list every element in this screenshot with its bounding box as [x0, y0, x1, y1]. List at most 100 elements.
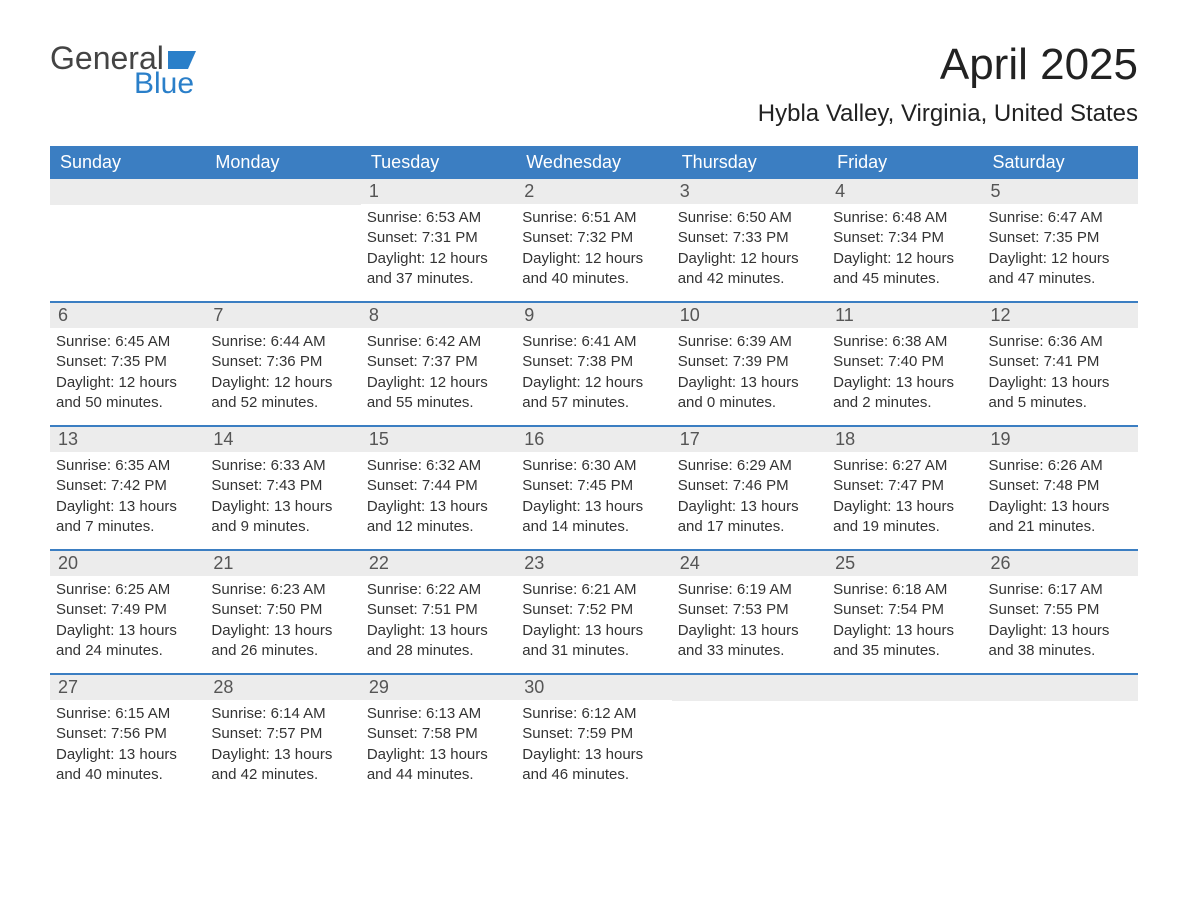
- day-details: Sunrise: 6:53 AMSunset: 7:31 PMDaylight:…: [361, 204, 516, 299]
- header: General Blue April 2025 Hybla Valley, Vi…: [50, 40, 1138, 128]
- day-details: Sunrise: 6:21 AMSunset: 7:52 PMDaylight:…: [516, 576, 671, 671]
- day-details: Sunrise: 6:25 AMSunset: 7:49 PMDaylight:…: [50, 576, 205, 671]
- sunset-line: Sunset: 7:41 PM: [989, 352, 1132, 372]
- day-9: 9Sunrise: 6:41 AMSunset: 7:38 PMDaylight…: [516, 303, 671, 425]
- day-number: 5: [983, 179, 1138, 204]
- sunset-line: Sunset: 7:34 PM: [833, 228, 976, 248]
- day-6: 6Sunrise: 6:45 AMSunset: 7:35 PMDaylight…: [50, 303, 205, 425]
- daylight-line: Daylight: 12 hours and 55 minutes.: [367, 373, 510, 414]
- empty-day: [983, 675, 1138, 797]
- day-number: [983, 675, 1138, 701]
- calendar: SundayMondayTuesdayWednesdayThursdayFrid…: [50, 146, 1138, 797]
- day-8: 8Sunrise: 6:42 AMSunset: 7:37 PMDaylight…: [361, 303, 516, 425]
- sunset-line: Sunset: 7:55 PM: [989, 600, 1132, 620]
- day-22: 22Sunrise: 6:22 AMSunset: 7:51 PMDayligh…: [361, 551, 516, 673]
- daylight-line: Daylight: 13 hours and 42 minutes.: [211, 745, 354, 786]
- month-title: April 2025: [758, 40, 1138, 90]
- daylight-line: Daylight: 12 hours and 37 minutes.: [367, 249, 510, 290]
- sunrise-line: Sunrise: 6:25 AM: [56, 580, 199, 600]
- day-details: Sunrise: 6:13 AMSunset: 7:58 PMDaylight:…: [361, 700, 516, 795]
- daylight-line: Daylight: 13 hours and 24 minutes.: [56, 621, 199, 662]
- dow-thursday: Thursday: [672, 146, 827, 179]
- day-16: 16Sunrise: 6:30 AMSunset: 7:45 PMDayligh…: [516, 427, 671, 549]
- daylight-line: Daylight: 13 hours and 19 minutes.: [833, 497, 976, 538]
- day-number: 29: [361, 675, 516, 700]
- day-12: 12Sunrise: 6:36 AMSunset: 7:41 PMDayligh…: [983, 303, 1138, 425]
- week-row: 20Sunrise: 6:25 AMSunset: 7:49 PMDayligh…: [50, 549, 1138, 673]
- daylight-line: Daylight: 13 hours and 14 minutes.: [522, 497, 665, 538]
- daylight-line: Daylight: 13 hours and 44 minutes.: [367, 745, 510, 786]
- day-of-week-header: SundayMondayTuesdayWednesdayThursdayFrid…: [50, 146, 1138, 179]
- sunrise-line: Sunrise: 6:19 AM: [678, 580, 821, 600]
- sunset-line: Sunset: 7:46 PM: [678, 476, 821, 496]
- day-details: Sunrise: 6:12 AMSunset: 7:59 PMDaylight:…: [516, 700, 671, 795]
- empty-day: [827, 675, 982, 797]
- day-details: Sunrise: 6:48 AMSunset: 7:34 PMDaylight:…: [827, 204, 982, 299]
- week-row: 27Sunrise: 6:15 AMSunset: 7:56 PMDayligh…: [50, 673, 1138, 797]
- day-details: Sunrise: 6:22 AMSunset: 7:51 PMDaylight:…: [361, 576, 516, 671]
- sunset-line: Sunset: 7:36 PM: [211, 352, 354, 372]
- title-block: April 2025 Hybla Valley, Virginia, Unite…: [758, 40, 1138, 128]
- daylight-line: Daylight: 12 hours and 57 minutes.: [522, 373, 665, 414]
- sunrise-line: Sunrise: 6:48 AM: [833, 208, 976, 228]
- day-18: 18Sunrise: 6:27 AMSunset: 7:47 PMDayligh…: [827, 427, 982, 549]
- sunset-line: Sunset: 7:35 PM: [56, 352, 199, 372]
- daylight-line: Daylight: 13 hours and 38 minutes.: [989, 621, 1132, 662]
- day-26: 26Sunrise: 6:17 AMSunset: 7:55 PMDayligh…: [983, 551, 1138, 673]
- day-17: 17Sunrise: 6:29 AMSunset: 7:46 PMDayligh…: [672, 427, 827, 549]
- daylight-line: Daylight: 13 hours and 21 minutes.: [989, 497, 1132, 538]
- sunrise-line: Sunrise: 6:50 AM: [678, 208, 821, 228]
- daylight-line: Daylight: 12 hours and 42 minutes.: [678, 249, 821, 290]
- sunset-line: Sunset: 7:40 PM: [833, 352, 976, 372]
- sunset-line: Sunset: 7:31 PM: [367, 228, 510, 248]
- day-number: 19: [983, 427, 1138, 452]
- dow-wednesday: Wednesday: [516, 146, 671, 179]
- sunset-line: Sunset: 7:53 PM: [678, 600, 821, 620]
- sunrise-line: Sunrise: 6:36 AM: [989, 332, 1132, 352]
- daylight-line: Daylight: 13 hours and 46 minutes.: [522, 745, 665, 786]
- day-number: 9: [516, 303, 671, 328]
- day-number: 25: [827, 551, 982, 576]
- day-15: 15Sunrise: 6:32 AMSunset: 7:44 PMDayligh…: [361, 427, 516, 549]
- sunrise-line: Sunrise: 6:12 AM: [522, 704, 665, 724]
- day-details: Sunrise: 6:45 AMSunset: 7:35 PMDaylight:…: [50, 328, 205, 423]
- daylight-line: Daylight: 12 hours and 50 minutes.: [56, 373, 199, 414]
- day-details: [827, 701, 982, 715]
- sunrise-line: Sunrise: 6:38 AM: [833, 332, 976, 352]
- sunrise-line: Sunrise: 6:29 AM: [678, 456, 821, 476]
- day-20: 20Sunrise: 6:25 AMSunset: 7:49 PMDayligh…: [50, 551, 205, 673]
- sunrise-line: Sunrise: 6:41 AM: [522, 332, 665, 352]
- sunrise-line: Sunrise: 6:35 AM: [56, 456, 199, 476]
- day-details: Sunrise: 6:27 AMSunset: 7:47 PMDaylight:…: [827, 452, 982, 547]
- sunrise-line: Sunrise: 6:53 AM: [367, 208, 510, 228]
- sunrise-line: Sunrise: 6:42 AM: [367, 332, 510, 352]
- sunset-line: Sunset: 7:50 PM: [211, 600, 354, 620]
- daylight-line: Daylight: 13 hours and 33 minutes.: [678, 621, 821, 662]
- sunset-line: Sunset: 7:48 PM: [989, 476, 1132, 496]
- daylight-line: Daylight: 13 hours and 40 minutes.: [56, 745, 199, 786]
- sunset-line: Sunset: 7:51 PM: [367, 600, 510, 620]
- day-details: Sunrise: 6:32 AMSunset: 7:44 PMDaylight:…: [361, 452, 516, 547]
- sunrise-line: Sunrise: 6:51 AM: [522, 208, 665, 228]
- day-details: Sunrise: 6:33 AMSunset: 7:43 PMDaylight:…: [205, 452, 360, 547]
- dow-friday: Friday: [827, 146, 982, 179]
- sunset-line: Sunset: 7:35 PM: [989, 228, 1132, 248]
- day-7: 7Sunrise: 6:44 AMSunset: 7:36 PMDaylight…: [205, 303, 360, 425]
- sunrise-line: Sunrise: 6:14 AM: [211, 704, 354, 724]
- day-details: Sunrise: 6:36 AMSunset: 7:41 PMDaylight:…: [983, 328, 1138, 423]
- day-number: 7: [205, 303, 360, 328]
- day-number: 21: [205, 551, 360, 576]
- day-details: Sunrise: 6:19 AMSunset: 7:53 PMDaylight:…: [672, 576, 827, 671]
- daylight-line: Daylight: 13 hours and 35 minutes.: [833, 621, 976, 662]
- daylight-line: Daylight: 13 hours and 26 minutes.: [211, 621, 354, 662]
- sunrise-line: Sunrise: 6:13 AM: [367, 704, 510, 724]
- sunrise-line: Sunrise: 6:21 AM: [522, 580, 665, 600]
- empty-day: [205, 179, 360, 301]
- day-number: 28: [205, 675, 360, 700]
- day-number: 2: [516, 179, 671, 204]
- day-24: 24Sunrise: 6:19 AMSunset: 7:53 PMDayligh…: [672, 551, 827, 673]
- day-13: 13Sunrise: 6:35 AMSunset: 7:42 PMDayligh…: [50, 427, 205, 549]
- daylight-line: Daylight: 12 hours and 52 minutes.: [211, 373, 354, 414]
- day-4: 4Sunrise: 6:48 AMSunset: 7:34 PMDaylight…: [827, 179, 982, 301]
- day-details: [983, 701, 1138, 715]
